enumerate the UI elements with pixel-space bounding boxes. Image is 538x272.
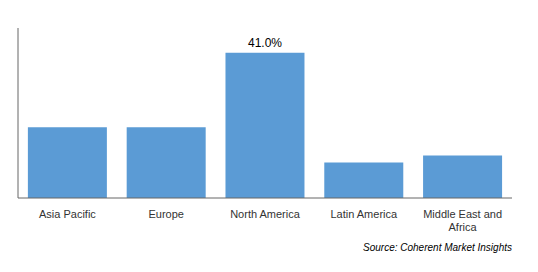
svg-text:Europe: Europe bbox=[148, 208, 183, 220]
svg-text:Latin America: Latin America bbox=[330, 208, 398, 220]
svg-text:Middle East andAfrica: Middle East andAfrica bbox=[423, 208, 502, 233]
html-text:Source: Coherent Market Insigh: Source: Coherent Market Insights bbox=[363, 242, 512, 253]
svg-text:41.0%: 41.0% bbox=[248, 36, 282, 50]
svg-text:North America: North America bbox=[230, 208, 301, 220]
svg-text:Asia Pacific: Asia Pacific bbox=[39, 208, 96, 220]
